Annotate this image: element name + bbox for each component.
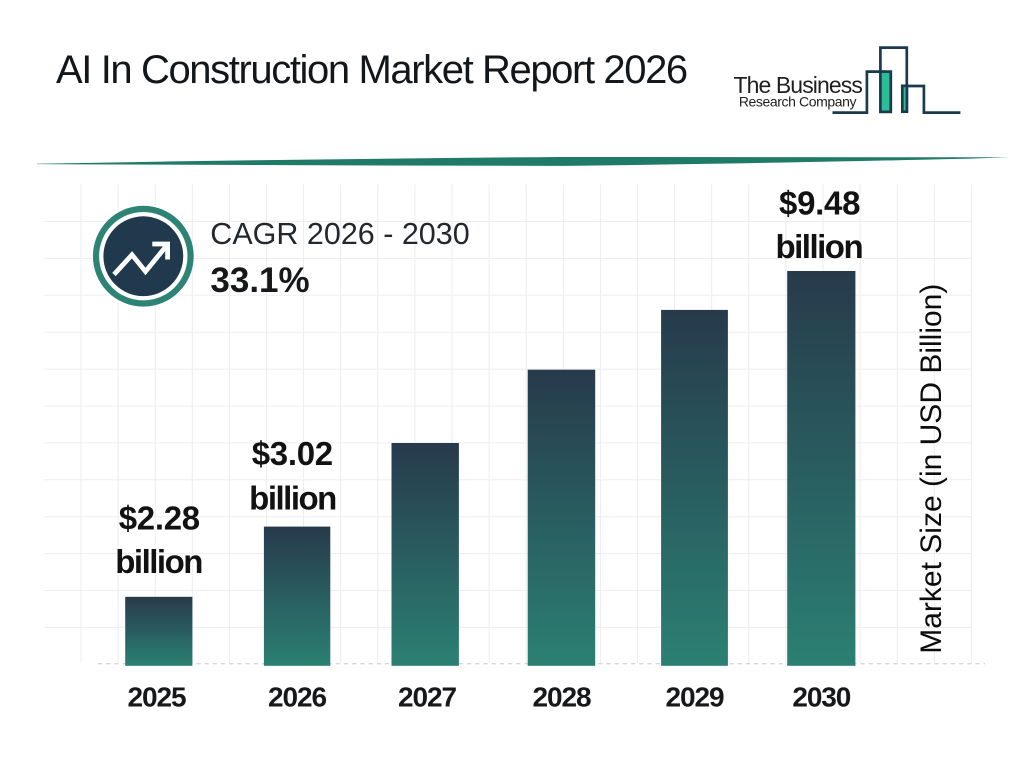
svg-text:billion: billion bbox=[249, 480, 336, 517]
svg-text:The Business: The Business bbox=[733, 72, 862, 98]
svg-text:Market Size (in USD Billion): Market Size (in USD Billion) bbox=[915, 284, 948, 654]
svg-text:$9.48: $9.48 bbox=[779, 184, 860, 221]
svg-text:2027: 2027 bbox=[398, 681, 456, 712]
svg-text:$2.28: $2.28 bbox=[119, 499, 200, 536]
svg-text:2025: 2025 bbox=[128, 681, 186, 712]
svg-text:Research Company: Research Company bbox=[739, 94, 857, 110]
svg-text:33.1%: 33.1% bbox=[210, 261, 309, 300]
svg-text:2029: 2029 bbox=[666, 681, 724, 712]
svg-text:2026: 2026 bbox=[268, 681, 326, 712]
svg-text:$3.02: $3.02 bbox=[252, 435, 333, 472]
svg-text:CAGR 2026 - 2030: CAGR 2026 - 2030 bbox=[210, 217, 469, 251]
svg-text:AI In Construction Market Repo: AI In Construction Market Report 2026 bbox=[56, 48, 687, 92]
svg-text:billion: billion bbox=[115, 543, 202, 580]
svg-text:2028: 2028 bbox=[533, 681, 591, 712]
svg-text:2030: 2030 bbox=[792, 681, 850, 712]
svg-text:billion: billion bbox=[775, 228, 862, 265]
